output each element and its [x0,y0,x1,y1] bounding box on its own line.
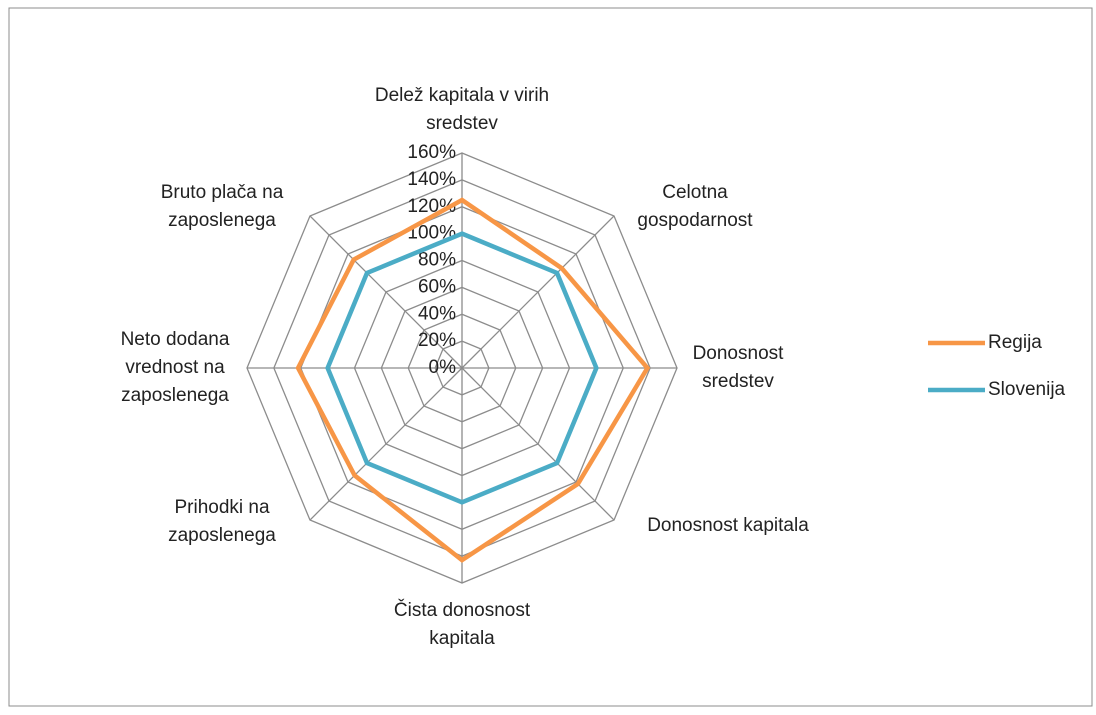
r-tick-label: 100% [407,223,456,244]
legend-label: Slovenija [988,379,1066,400]
category-label: Bruto plača na zaposlenega [160,182,284,231]
r-tick-label: 40% [418,303,456,324]
category-label: Neto dodana vrednost na zaposlenega [120,329,230,406]
spoke [309,367,463,521]
frame [8,7,1093,707]
spoke [309,215,463,369]
r-tick-label: 0% [429,357,457,378]
r-tick-label: 60% [418,276,456,297]
category-label: Delež kapitala v virih sredstev [374,85,550,134]
spoke [461,367,615,521]
r-tick-label: 140% [407,169,456,190]
series-line [295,197,651,563]
r-tick-label: 80% [418,250,456,271]
category-label: Čista donosnost kapitala [393,600,531,649]
r-tick-label: 20% [418,330,456,351]
category-label: Celotna gospodarnost [637,182,753,231]
category-label: Donosnost kapitala [647,515,809,536]
category-label: Donosnost sredstev [692,343,784,392]
spoke [461,215,615,369]
r-tick-label: 160% [407,142,456,163]
category-label: Prihodki na zaposlenega [168,497,276,546]
series-line [325,231,599,505]
legend-label: Regija [988,332,1042,353]
